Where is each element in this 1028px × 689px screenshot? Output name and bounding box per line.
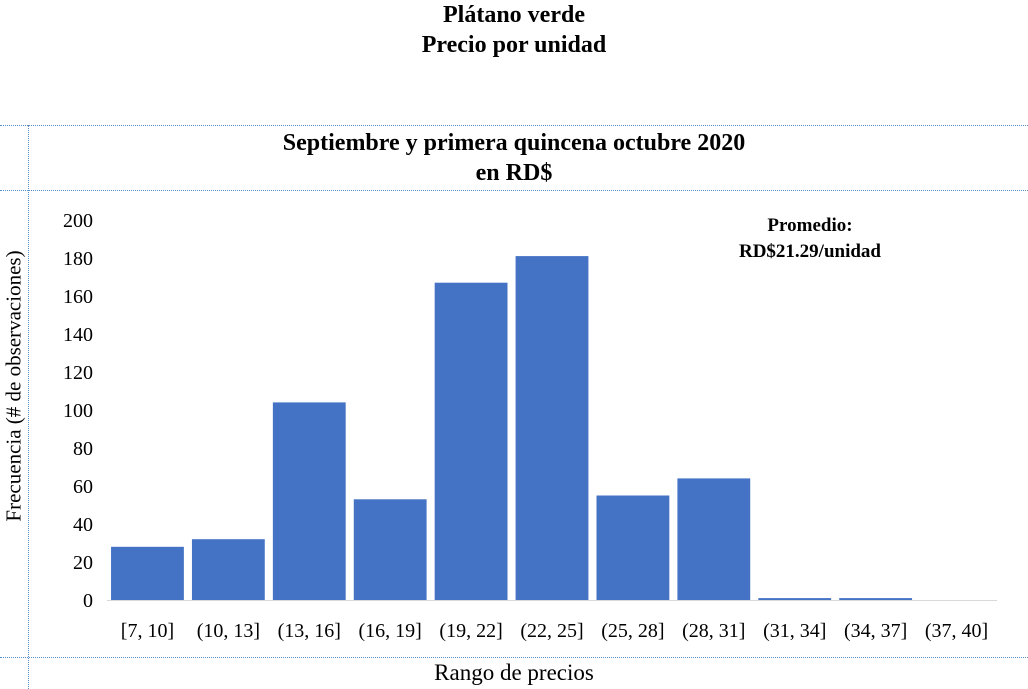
y-tick-label: 0 bbox=[83, 590, 93, 612]
x-tick-label: (13, 16] bbox=[278, 620, 341, 642]
y-tick-label: 160 bbox=[63, 286, 93, 308]
guide-line-left bbox=[28, 125, 29, 689]
bar bbox=[839, 598, 913, 601]
bar bbox=[111, 546, 184, 600]
y-axis-ticks: 0 20 40 60 80 100 120 140 160 180 200 bbox=[63, 210, 93, 612]
bar bbox=[191, 539, 265, 600]
chart-subtitle: en RD$ bbox=[475, 160, 553, 186]
page-subtitle: Precio por unidad bbox=[421, 32, 607, 58]
x-tick-label: (31, 34] bbox=[763, 620, 826, 642]
y-tick-label: 60 bbox=[73, 476, 93, 498]
y-tick-label: 200 bbox=[63, 210, 93, 232]
guide-line-top bbox=[0, 125, 1028, 126]
y-tick-label: 40 bbox=[73, 514, 93, 536]
y-tick-label: 20 bbox=[73, 552, 93, 574]
guide-line-middle bbox=[0, 190, 1028, 191]
x-tick-label: (37, 40] bbox=[925, 620, 988, 642]
average-label: Promedio: bbox=[767, 215, 853, 236]
bar bbox=[758, 598, 832, 601]
average-value: RD$21.29/unidad bbox=[738, 241, 882, 262]
bar bbox=[353, 499, 427, 600]
x-tick-label: (22, 25] bbox=[520, 620, 583, 642]
x-axis-ticks: [7, 10] (10, 13] (13, 16] (16, 19] (19, 22] (… bbox=[121, 620, 988, 642]
x-axis-label: Rango de precios bbox=[434, 660, 594, 685]
bar bbox=[434, 282, 508, 600]
x-tick-label: (34, 37] bbox=[844, 620, 907, 642]
bar bbox=[515, 256, 589, 600]
bar bbox=[596, 495, 670, 600]
y-tick-label: 140 bbox=[63, 324, 93, 346]
x-tick-label: [7, 10] bbox=[121, 620, 174, 642]
y-axis-label: Frecuencia (# de observaciones) bbox=[1, 250, 26, 522]
y-tick-label: 100 bbox=[63, 400, 93, 422]
chart-title: Septiembre y primera quincena octubre 20… bbox=[282, 130, 746, 156]
page-title: Plátano verde bbox=[443, 2, 585, 28]
y-tick-label: 120 bbox=[63, 362, 93, 384]
x-tick-label: (19, 22] bbox=[439, 620, 502, 642]
bar bbox=[272, 402, 346, 600]
x-tick-label: (28, 31] bbox=[682, 620, 745, 642]
x-tick-label: (25, 28] bbox=[601, 620, 664, 642]
x-tick-label: (16, 19] bbox=[359, 620, 422, 642]
x-tick-label: (10, 13] bbox=[197, 620, 260, 642]
bar bbox=[677, 478, 751, 600]
y-tick-label: 80 bbox=[73, 438, 93, 460]
guide-line-bottom bbox=[0, 657, 1028, 658]
average-annotation: Promedio: RD$21.29/unidad bbox=[690, 213, 930, 265]
bars bbox=[107, 256, 997, 601]
y-tick-label: 180 bbox=[63, 248, 93, 270]
